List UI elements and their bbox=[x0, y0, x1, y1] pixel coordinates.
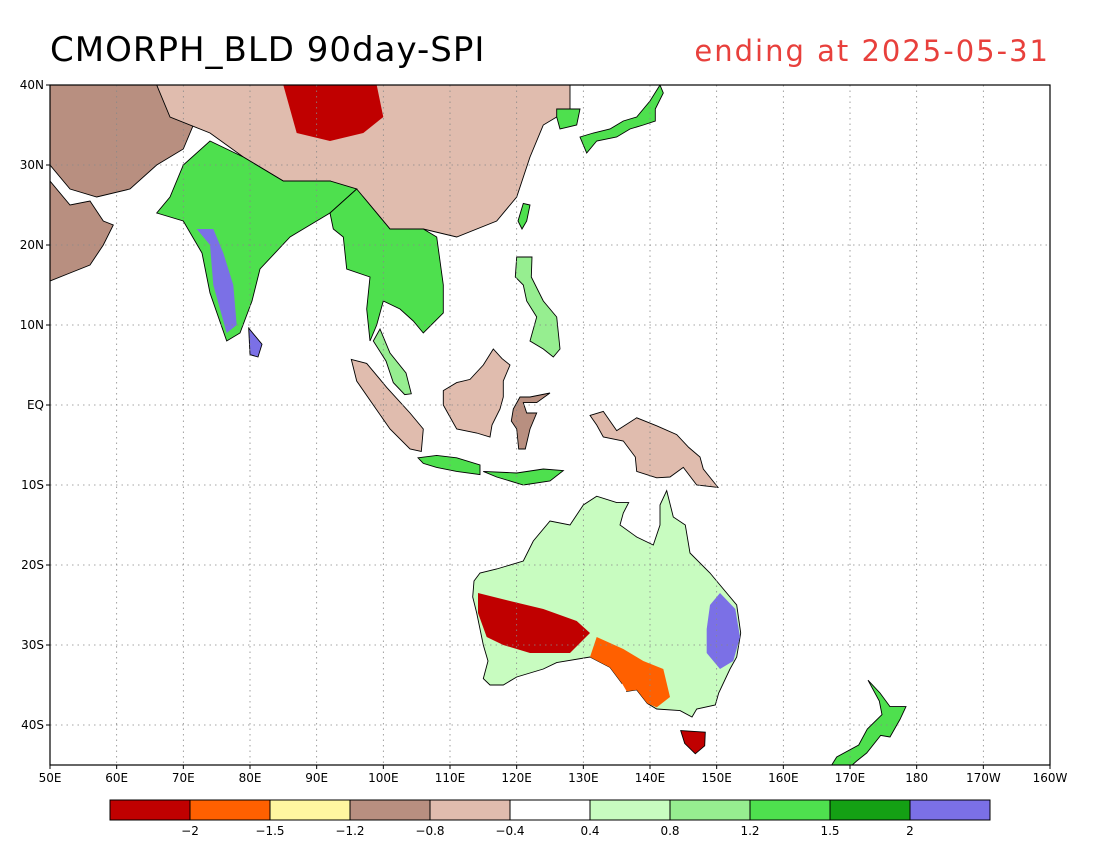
region-australia-wa-dry bbox=[478, 593, 590, 653]
region-new-guinea bbox=[589, 410, 720, 488]
lon-tick-label: 120E bbox=[501, 771, 532, 785]
region-korea-japan bbox=[556, 108, 581, 130]
lon-tick-label: 70E bbox=[172, 771, 195, 785]
region-sumatra bbox=[350, 358, 424, 452]
lat-tick-label: 10N bbox=[20, 318, 44, 332]
lat-tick-label: 10S bbox=[21, 478, 44, 492]
colorbar-label: −1.5 bbox=[255, 824, 284, 838]
lon-tick-label: 170E bbox=[835, 771, 866, 785]
lon-tick-label: 160E bbox=[768, 771, 799, 785]
colorbar-label: 2 bbox=[906, 824, 914, 838]
colorbar-swatch bbox=[349, 799, 431, 821]
lat-tick-label: EQ bbox=[27, 398, 44, 412]
colorbar-swatch bbox=[589, 799, 671, 821]
lon-tick-label: 160W bbox=[1033, 771, 1068, 785]
lat-tick-label: 30N bbox=[20, 158, 44, 172]
latitude-labels: 40N 30N 20N 10N EQ 10S 20S 30S 40S bbox=[20, 78, 50, 732]
colorbar-label: 1.2 bbox=[740, 824, 759, 838]
region-lesser-sunda bbox=[483, 468, 565, 486]
lon-tick-label: 180 bbox=[905, 771, 928, 785]
region-japan bbox=[579, 85, 664, 154]
longitude-labels: 50E 60E 70E 80E 90E 100E 110E 120E 130E 140E 150E 1… bbox=[39, 765, 1068, 785]
region-australia-se-dry bbox=[590, 637, 670, 708]
region-tasmania bbox=[680, 730, 706, 755]
land-layer bbox=[50, 85, 907, 765]
region-sri-lanka bbox=[248, 326, 263, 358]
graticule bbox=[50, 85, 1050, 765]
colorbar-swatch bbox=[749, 799, 831, 821]
region-arabia bbox=[50, 180, 114, 282]
colorbar: −2 −1.5 −1.2 −0.8 −0.4 0.4 0.8 1.2 1.5 2 bbox=[109, 799, 991, 838]
colorbar-swatch bbox=[189, 799, 271, 821]
colorbar-swatch bbox=[109, 799, 191, 821]
region-australia-east-wet bbox=[706, 593, 740, 669]
colorbar-swatch bbox=[429, 799, 511, 821]
region-india-west-wet bbox=[196, 229, 237, 333]
colorbar-label: −0.4 bbox=[495, 824, 524, 838]
lat-tick-label: 20S bbox=[21, 558, 44, 572]
colorbar-label: −0.8 bbox=[415, 824, 444, 838]
lat-tick-label: 20N bbox=[20, 238, 44, 252]
region-taiwan bbox=[517, 202, 531, 230]
region-philippines bbox=[514, 256, 561, 358]
lat-tick-label: 30S bbox=[21, 638, 44, 652]
lon-tick-label: 140E bbox=[635, 771, 666, 785]
lon-tick-label: 80E bbox=[239, 771, 262, 785]
lon-tick-label: 110E bbox=[435, 771, 466, 785]
lon-tick-label: 150E bbox=[701, 771, 732, 785]
colorbar-label: 1.5 bbox=[820, 824, 839, 838]
colorbar-swatch bbox=[829, 799, 911, 821]
colorbar-swatch bbox=[669, 799, 751, 821]
lon-tick-label: 170W bbox=[966, 771, 1001, 785]
lon-tick-label: 100E bbox=[368, 771, 399, 785]
lon-tick-label: 130E bbox=[568, 771, 599, 785]
map-frame bbox=[49, 84, 1051, 766]
colorbar-swatch bbox=[509, 799, 591, 821]
colorbar-swatch bbox=[269, 799, 351, 821]
lon-tick-label: 60E bbox=[105, 771, 128, 785]
region-new-zealand bbox=[831, 679, 907, 765]
region-australia bbox=[472, 489, 742, 718]
lon-tick-label: 90E bbox=[305, 771, 328, 785]
region-india bbox=[155, 140, 358, 342]
region-sulawesi bbox=[510, 392, 551, 450]
colorbar-label: −1.2 bbox=[335, 824, 364, 838]
colorbar-label: 0.8 bbox=[660, 824, 679, 838]
colorbar-label: −2 bbox=[181, 824, 199, 838]
region-china-dry-core bbox=[283, 85, 384, 141]
map-subtitle: ending at 2025-05-31 bbox=[694, 34, 1050, 68]
map-title: CMORPH_BLD 90day-SPI bbox=[50, 30, 486, 70]
region-java bbox=[417, 454, 481, 476]
lat-tick-label: 40N bbox=[20, 78, 44, 92]
region-borneo bbox=[442, 348, 511, 438]
colorbar-swatch bbox=[909, 799, 991, 821]
lon-tick-label: 50E bbox=[39, 771, 62, 785]
lat-tick-label: 40S bbox=[21, 718, 44, 732]
region-malay-peninsula bbox=[372, 327, 412, 396]
colorbar-label: 0.4 bbox=[580, 824, 599, 838]
